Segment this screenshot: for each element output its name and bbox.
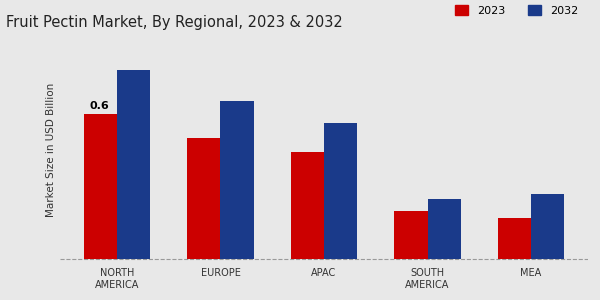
Bar xyxy=(531,194,564,259)
Y-axis label: Market Size in USD Billion: Market Size in USD Billion xyxy=(46,83,56,217)
Bar xyxy=(428,199,461,259)
Bar xyxy=(394,211,428,259)
Text: 0.6: 0.6 xyxy=(89,101,109,111)
Bar xyxy=(324,123,357,259)
Bar xyxy=(220,101,254,259)
Legend: 2023, 2032: 2023, 2032 xyxy=(451,1,583,20)
Bar xyxy=(291,152,324,259)
Bar xyxy=(117,70,150,259)
Text: Fruit Pectin Market, By Regional, 2023 & 2032: Fruit Pectin Market, By Regional, 2023 &… xyxy=(6,15,343,30)
Bar xyxy=(187,138,220,259)
Bar xyxy=(84,114,117,259)
Bar xyxy=(498,218,531,259)
